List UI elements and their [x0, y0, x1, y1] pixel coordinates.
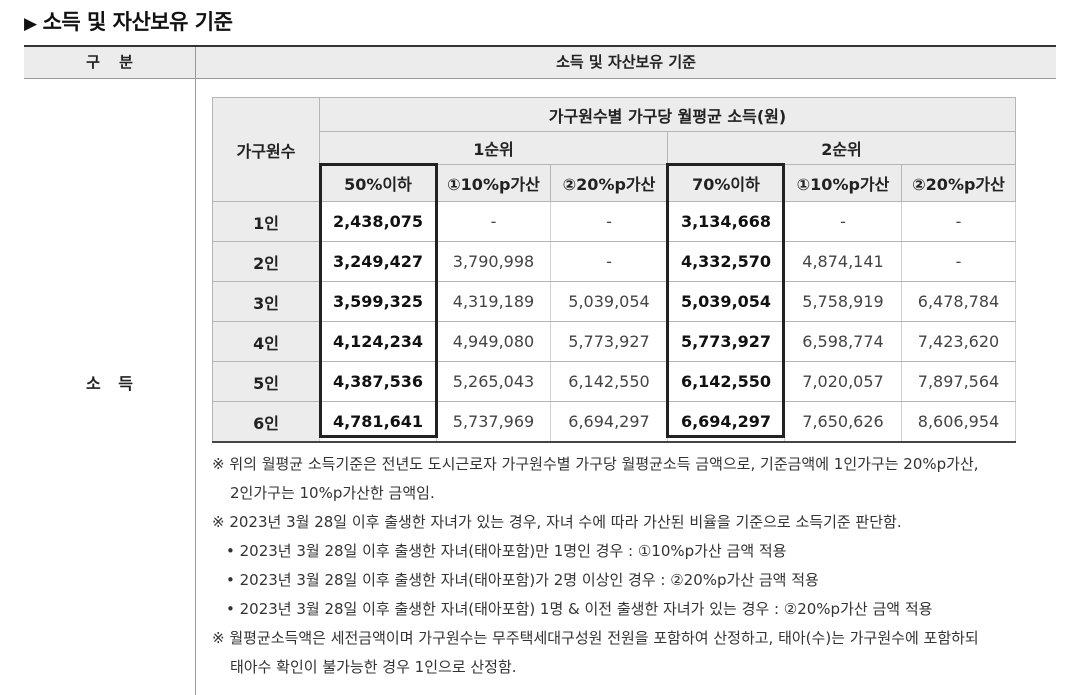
note-text: ※ 2023년 3월 28일 이후 출생한 자녀가 있는 경우, 자녀 수에 따… [212, 513, 902, 531]
income-table: 가구원수 가구원수별 가구당 월평균 소득(원) 1순위 2순위 50%이하 ①… [212, 97, 1016, 443]
outer-header-row [24, 47, 1056, 79]
table-top-border [24, 45, 1056, 47]
household-size-header: 가구원수 [212, 97, 320, 202]
row-label: 6인 [212, 401, 320, 443]
note-text: ※ 위의 월평균 소득기준은 전년도 도시근로자 가구원수별 가구당 월평균소득… [212, 455, 979, 473]
rank1-header: 1순위 [319, 131, 668, 165]
table-cell: 5,773,927 [667, 321, 785, 362]
table-cell: 2,438,075 [319, 201, 437, 242]
row-label: 5인 [212, 361, 320, 402]
note-text: ※ 월평균소득액은 세전금액이며 가구원수는 무주택세대구성원 전원을 포함하여… [212, 629, 979, 647]
table-cell: 5,758,919 [784, 281, 902, 322]
table-cell: - [784, 201, 902, 242]
table-cell: 7,423,620 [901, 321, 1016, 362]
table-cell: 4,124,234 [319, 321, 437, 362]
table-cell: 6,694,297 [667, 401, 785, 443]
note-bullet: • 2023년 3월 28일 이후 출생한 자녀(태아포함) 1명 & 이전 출… [226, 600, 933, 618]
table-cell: 7,020,057 [784, 361, 902, 402]
subheader: ②20%p가산 [550, 164, 668, 202]
table-cell: 4,387,536 [319, 361, 437, 402]
table-cell: 5,039,054 [667, 281, 785, 322]
rank2-header: 2순위 [667, 131, 1016, 165]
subheader: ②20%p가산 [901, 164, 1016, 202]
note-text: 태아수 확인이 불가능한 경우 1인으로 산정함. [230, 658, 517, 676]
table-cell: 5,265,043 [436, 361, 551, 402]
table-cell: 5,737,969 [436, 401, 551, 443]
table-row: 4인 4,124,234 4,949,080 5,773,927 5,773,9… [212, 321, 1016, 362]
table-row: 6인 4,781,641 5,737,969 6,694,297 6,694,2… [212, 401, 1016, 443]
table-cell: - [901, 201, 1016, 242]
table-cell: 4,781,641 [319, 401, 437, 443]
section-title-text: 소득 및 자산보유 기준 [42, 10, 233, 34]
table-cell: 3,790,998 [436, 241, 551, 282]
row-label: 4인 [212, 321, 320, 362]
table-cell: 6,598,774 [784, 321, 902, 362]
subheader: ①10%p가산 [436, 164, 551, 202]
triangle-right-icon: ▶ [24, 14, 37, 34]
section-title: ▶ 소득 및 자산보유 기준 [24, 6, 233, 36]
table-row: 3인 3,599,325 4,319,189 5,039,054 5,039,0… [212, 281, 1016, 322]
notes: ※ 위의 월평균 소득기준은 전년도 도시근로자 가구원수별 가구당 월평균소득… [212, 450, 1042, 682]
header-category: 구 분 [86, 53, 133, 71]
table-cell: 4,332,570 [667, 241, 785, 282]
note-bullet: • 2023년 3월 28일 이후 출생한 자녀(태아포함)만 1명인 경우 :… [226, 542, 787, 560]
table-cell: 6,478,784 [901, 281, 1016, 322]
row-label: 1인 [212, 201, 320, 242]
table-cell: - [436, 201, 551, 242]
row-label: 2인 [212, 241, 320, 282]
table-cell: 3,249,427 [319, 241, 437, 282]
table-cell: 4,319,189 [436, 281, 551, 322]
table-cell: - [550, 241, 668, 282]
table-cell: 3,134,668 [667, 201, 785, 242]
header-criteria: 소득 및 자산보유 기준 [556, 53, 696, 71]
table-cell: 8,606,954 [901, 401, 1016, 443]
table-cell: 4,874,141 [784, 241, 902, 282]
table-cell: 6,142,550 [550, 361, 668, 402]
note-text: 2인가구는 10%p가산한 금액임. [230, 484, 435, 502]
table-cell: 6,142,550 [667, 361, 785, 402]
income-label: 소 득 [85, 374, 133, 393]
subheader: 70%이하 [667, 164, 785, 202]
table-cell: 7,650,626 [784, 401, 902, 443]
column-divider [195, 47, 196, 695]
table-cell: - [550, 201, 668, 242]
table-cell: 3,599,325 [319, 281, 437, 322]
group-header: 가구원수별 가구당 월평균 소득(원) [319, 97, 1016, 132]
subheader: ①10%p가산 [784, 164, 902, 202]
table-cell: 5,773,927 [550, 321, 668, 362]
row-label: 3인 [212, 281, 320, 322]
table-cell: 5,039,054 [550, 281, 668, 322]
table-row: 5인 4,387,536 5,265,043 6,142,550 6,142,5… [212, 361, 1016, 402]
table-cell: 7,897,564 [901, 361, 1016, 402]
table-row: 2인 3,249,427 3,790,998 - 4,332,570 4,874… [212, 241, 1016, 282]
table-cell: 4,949,080 [436, 321, 551, 362]
table-row: 1인 2,438,075 - - 3,134,668 - - [212, 201, 1016, 242]
table-cell: 6,694,297 [550, 401, 668, 443]
note-bullet: • 2023년 3월 28일 이후 출생한 자녀(태아포함)가 2명 이상인 경… [226, 571, 819, 589]
table-cell: - [901, 241, 1016, 282]
subheader: 50%이하 [319, 164, 437, 202]
